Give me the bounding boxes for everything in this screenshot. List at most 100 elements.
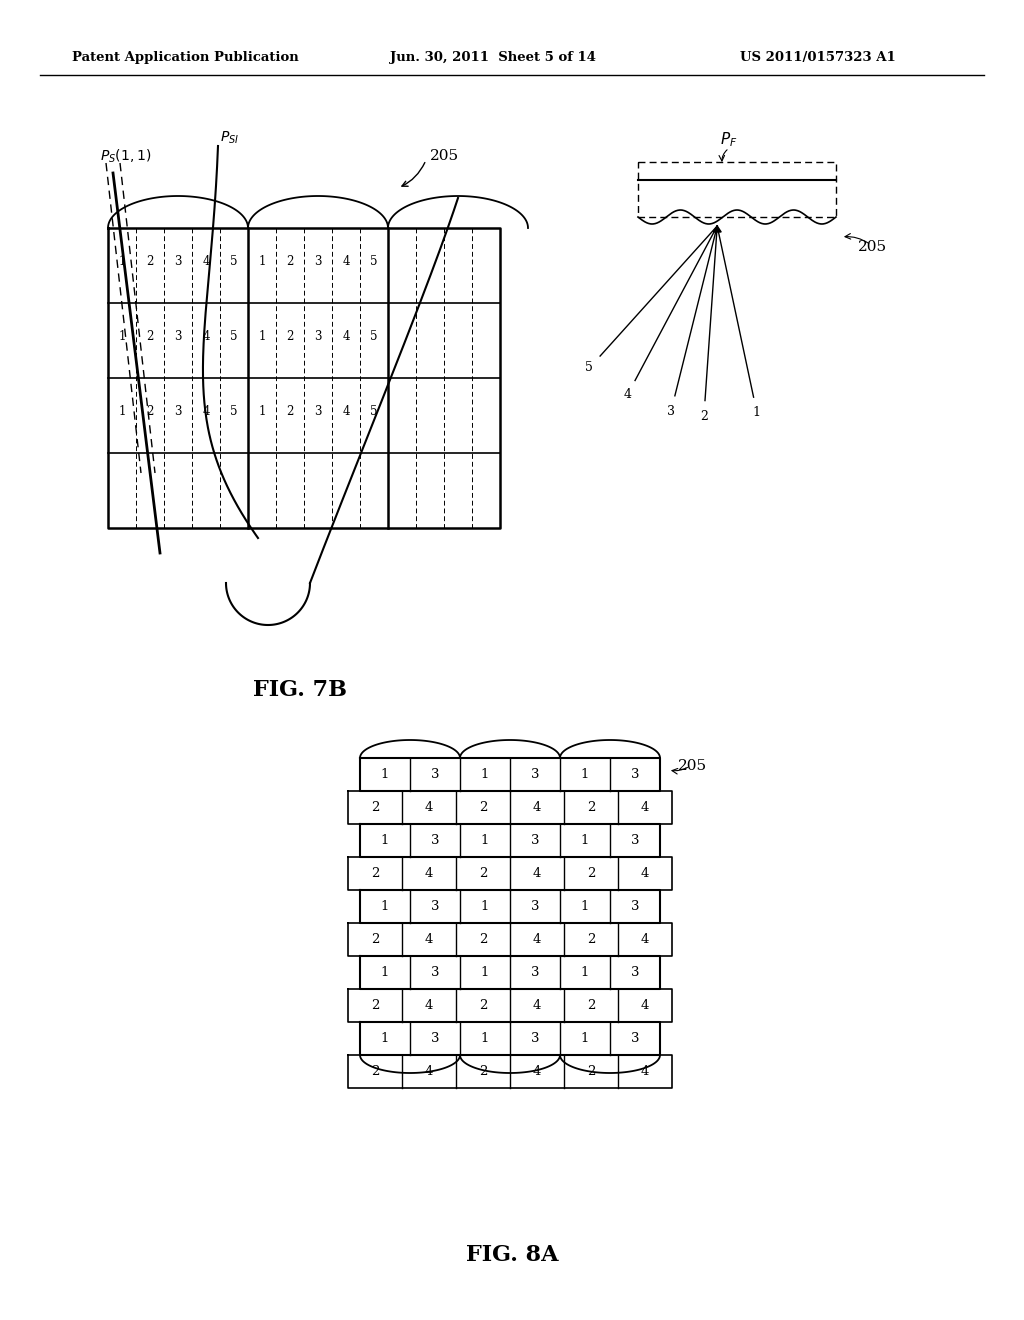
- Text: 2: 2: [371, 867, 379, 880]
- Text: 1: 1: [581, 834, 589, 847]
- Text: 5: 5: [371, 255, 378, 268]
- Text: 4: 4: [532, 867, 542, 880]
- Text: 2: 2: [479, 801, 487, 814]
- Text: 2: 2: [371, 933, 379, 946]
- Text: 1: 1: [381, 900, 389, 913]
- Text: 4: 4: [203, 405, 210, 418]
- Text: 5: 5: [230, 330, 238, 343]
- Text: 1: 1: [581, 768, 589, 781]
- Text: 3: 3: [530, 834, 540, 847]
- Text: 3: 3: [431, 966, 439, 979]
- Text: 3: 3: [631, 966, 639, 979]
- Text: 3: 3: [314, 255, 322, 268]
- Text: 3: 3: [530, 900, 540, 913]
- Text: 4: 4: [342, 255, 350, 268]
- Text: 1: 1: [581, 1032, 589, 1045]
- Text: 5: 5: [230, 255, 238, 268]
- Text: $P_F$: $P_F$: [721, 131, 738, 149]
- Text: 1: 1: [581, 966, 589, 979]
- Text: 3: 3: [631, 768, 639, 781]
- Text: 1: 1: [258, 330, 265, 343]
- Text: 2: 2: [479, 867, 487, 880]
- Text: 1: 1: [119, 330, 126, 343]
- Text: $P_{SI}$: $P_{SI}$: [220, 129, 240, 147]
- Text: 5: 5: [371, 405, 378, 418]
- Text: 3: 3: [631, 1032, 639, 1045]
- Text: 2: 2: [287, 330, 294, 343]
- Text: 4: 4: [641, 867, 649, 880]
- Text: 4: 4: [342, 330, 350, 343]
- Text: 4: 4: [203, 255, 210, 268]
- Text: 1: 1: [481, 768, 489, 781]
- Text: 4: 4: [425, 801, 433, 814]
- Text: 2: 2: [700, 411, 708, 422]
- Text: 2: 2: [146, 330, 154, 343]
- Text: 2: 2: [479, 1065, 487, 1078]
- Text: 4: 4: [532, 999, 542, 1012]
- Text: 2: 2: [479, 933, 487, 946]
- Text: FIG. 8A: FIG. 8A: [466, 1243, 558, 1266]
- Text: 2: 2: [287, 405, 294, 418]
- Text: 1: 1: [481, 966, 489, 979]
- Text: 1: 1: [581, 900, 589, 913]
- Text: 2: 2: [146, 405, 154, 418]
- Text: 4: 4: [425, 999, 433, 1012]
- Text: 2: 2: [587, 801, 595, 814]
- Text: 5: 5: [230, 405, 238, 418]
- Text: 1: 1: [381, 768, 389, 781]
- Polygon shape: [713, 226, 721, 232]
- Text: 2: 2: [146, 255, 154, 268]
- Text: 1: 1: [481, 900, 489, 913]
- Text: 4: 4: [425, 1065, 433, 1078]
- Text: 4: 4: [203, 330, 210, 343]
- Text: Patent Application Publication: Patent Application Publication: [72, 51, 299, 65]
- Text: Jun. 30, 2011  Sheet 5 of 14: Jun. 30, 2011 Sheet 5 of 14: [390, 51, 596, 65]
- Text: 3: 3: [631, 834, 639, 847]
- Text: 3: 3: [314, 330, 322, 343]
- Text: 205: 205: [678, 759, 708, 774]
- Text: US 2011/0157323 A1: US 2011/0157323 A1: [740, 51, 896, 65]
- Text: 4: 4: [641, 933, 649, 946]
- Text: FIG. 7B: FIG. 7B: [253, 678, 347, 701]
- Text: 3: 3: [631, 900, 639, 913]
- Text: 1: 1: [753, 407, 761, 420]
- Text: 1: 1: [481, 1032, 489, 1045]
- Text: 4: 4: [425, 867, 433, 880]
- Text: 205: 205: [430, 149, 459, 162]
- Text: 3: 3: [667, 405, 675, 418]
- Text: 4: 4: [532, 933, 542, 946]
- Text: 4: 4: [425, 933, 433, 946]
- Text: 1: 1: [481, 834, 489, 847]
- Text: 2: 2: [587, 933, 595, 946]
- Text: $P_S(1,1)$: $P_S(1,1)$: [100, 148, 152, 165]
- Text: 2: 2: [371, 1065, 379, 1078]
- Text: 2: 2: [287, 255, 294, 268]
- Text: 3: 3: [314, 405, 322, 418]
- Text: 1: 1: [381, 1032, 389, 1045]
- Text: 3: 3: [530, 1032, 540, 1045]
- Text: 205: 205: [858, 240, 887, 253]
- Text: 2: 2: [371, 801, 379, 814]
- Text: 4: 4: [624, 388, 632, 401]
- Text: 1: 1: [258, 405, 265, 418]
- Text: 5: 5: [586, 362, 593, 375]
- Text: 2: 2: [587, 999, 595, 1012]
- Text: 1: 1: [258, 255, 265, 268]
- Text: 2: 2: [479, 999, 487, 1012]
- Text: 2: 2: [587, 1065, 595, 1078]
- Text: 1: 1: [381, 966, 389, 979]
- Text: 4: 4: [641, 1065, 649, 1078]
- Text: 1: 1: [119, 255, 126, 268]
- Text: 3: 3: [174, 330, 181, 343]
- Text: 4: 4: [532, 1065, 542, 1078]
- Text: 3: 3: [530, 966, 540, 979]
- Text: 3: 3: [431, 900, 439, 913]
- Text: 3: 3: [530, 768, 540, 781]
- Text: 3: 3: [174, 405, 181, 418]
- Text: 1: 1: [119, 405, 126, 418]
- Text: 1: 1: [381, 834, 389, 847]
- Text: 4: 4: [641, 801, 649, 814]
- Text: 3: 3: [431, 834, 439, 847]
- Text: 3: 3: [431, 768, 439, 781]
- Text: 5: 5: [371, 330, 378, 343]
